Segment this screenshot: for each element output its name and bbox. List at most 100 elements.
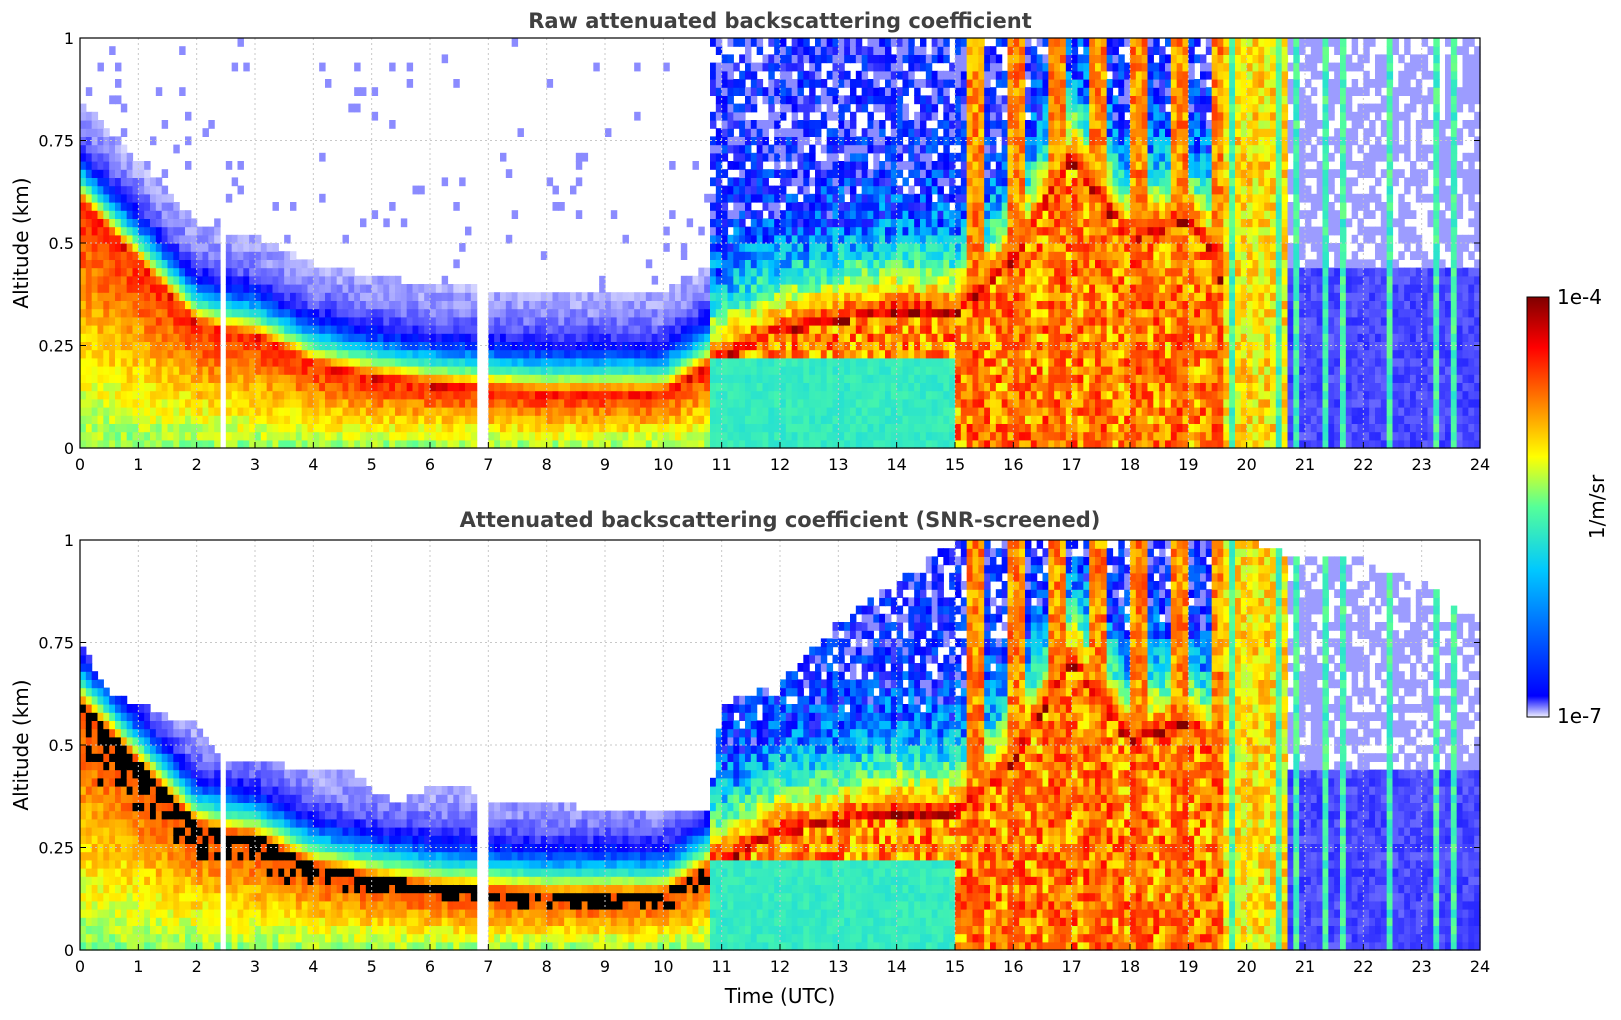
heatmap-cell xyxy=(867,316,874,326)
heatmap-cell xyxy=(920,308,927,318)
heatmap-cell xyxy=(424,357,431,367)
heatmap-cell xyxy=(809,177,816,187)
heatmap-cell xyxy=(1001,259,1009,269)
heatmap-cell xyxy=(85,275,93,285)
heatmap-cell xyxy=(733,382,740,392)
heatmap-cell xyxy=(960,144,968,154)
heatmap-cell xyxy=(978,275,985,285)
heatmap-cell xyxy=(225,423,233,433)
heatmap-cell xyxy=(809,316,816,326)
heatmap-cell xyxy=(535,349,542,359)
heatmap-cell xyxy=(208,374,215,383)
heatmap-cell xyxy=(745,439,752,449)
heatmap-cell xyxy=(342,316,349,326)
heatmap-cell xyxy=(278,308,285,318)
heatmap-cell xyxy=(931,169,939,178)
heatmap-cell xyxy=(885,341,892,351)
heatmap-cell xyxy=(237,366,244,375)
heatmap-cell xyxy=(546,407,554,416)
heatmap-cell xyxy=(704,431,711,441)
heatmap-cell xyxy=(354,357,361,367)
heatmap-cell xyxy=(523,398,530,408)
heatmap-cell xyxy=(80,316,87,326)
heatmap-cell xyxy=(990,300,997,310)
heatmap-cell xyxy=(301,300,309,310)
heatmap-cell xyxy=(97,390,104,400)
heatmap-cell xyxy=(995,251,1003,260)
heatmap-cell xyxy=(155,325,163,334)
heatmap-cell xyxy=(260,366,268,375)
heatmap-cell xyxy=(179,292,186,301)
heatmap-cell xyxy=(272,292,279,301)
heatmap-cell xyxy=(739,202,746,211)
heatmap-cell xyxy=(750,407,758,416)
heatmap-cell xyxy=(879,128,886,137)
heatmap-cell xyxy=(126,300,134,310)
heatmap-cell xyxy=(488,300,495,310)
heatmap-cell xyxy=(581,325,589,334)
heatmap-cell xyxy=(616,374,624,383)
heatmap-cell xyxy=(815,120,822,129)
heatmap-cell xyxy=(342,374,349,383)
heatmap-cell xyxy=(885,259,892,269)
heatmap-cell xyxy=(984,193,991,203)
heatmap-cell xyxy=(966,218,974,228)
heatmap-cell xyxy=(155,185,163,195)
heatmap-cell xyxy=(511,349,519,359)
heatmap-cell xyxy=(272,275,279,285)
heatmap-cell xyxy=(815,374,822,383)
heatmap-cell xyxy=(861,79,869,88)
heatmap-cell xyxy=(1001,431,1009,441)
heatmap-cell xyxy=(383,398,390,408)
heatmap-cell xyxy=(517,349,524,359)
heatmap-cell xyxy=(739,267,746,277)
heatmap-cell xyxy=(739,439,746,449)
heatmap-cell xyxy=(435,300,443,310)
heatmap-cell xyxy=(937,234,944,244)
heatmap-cell xyxy=(943,439,950,449)
heatmap-cell xyxy=(645,292,653,301)
heatmap-cell xyxy=(861,431,869,441)
heatmap-cell xyxy=(762,415,769,424)
heatmap-cell xyxy=(237,398,244,408)
heatmap-cell xyxy=(739,349,746,359)
heatmap-cell xyxy=(138,202,145,211)
heatmap-cell xyxy=(301,431,309,441)
heatmap-cell xyxy=(995,284,1003,293)
heatmap-cell xyxy=(733,234,740,244)
heatmap-cell xyxy=(85,120,93,129)
heatmap-cell xyxy=(908,398,915,408)
heatmap-cell xyxy=(762,226,769,236)
heatmap-cell xyxy=(908,161,915,170)
heatmap-cell xyxy=(867,251,874,260)
heatmap-cell xyxy=(844,390,851,400)
heatmap-cell xyxy=(995,357,1003,367)
heatmap-cell xyxy=(196,439,204,449)
heatmap-cell xyxy=(885,70,892,80)
heatmap-cell xyxy=(680,284,688,293)
heatmap-cell xyxy=(879,210,886,219)
heatmap-cell xyxy=(972,333,979,342)
heatmap-cell xyxy=(575,349,583,359)
heatmap-cell xyxy=(931,316,939,326)
heatmap-cell xyxy=(255,275,262,285)
heatmap-cell xyxy=(126,267,134,277)
heatmap-cell xyxy=(144,275,151,285)
heatmap-cell xyxy=(202,292,209,301)
heatmap-cell xyxy=(558,398,565,408)
heatmap-cell xyxy=(785,128,793,137)
heatmap-cell xyxy=(336,349,344,359)
heatmap-cell xyxy=(266,325,274,334)
heatmap-cell xyxy=(301,382,309,392)
heatmap-cell xyxy=(978,169,985,178)
heatmap-cell xyxy=(103,316,110,326)
heatmap-cell xyxy=(704,366,711,375)
heatmap-cell xyxy=(80,423,87,433)
heatmap-cell xyxy=(185,366,192,375)
heatmap-cell xyxy=(990,234,997,244)
heatmap-cell xyxy=(313,349,320,359)
heatmap-cell xyxy=(774,431,781,441)
heatmap-cell xyxy=(920,169,927,178)
heatmap-cell xyxy=(855,407,863,416)
heatmap-cell xyxy=(815,292,822,301)
